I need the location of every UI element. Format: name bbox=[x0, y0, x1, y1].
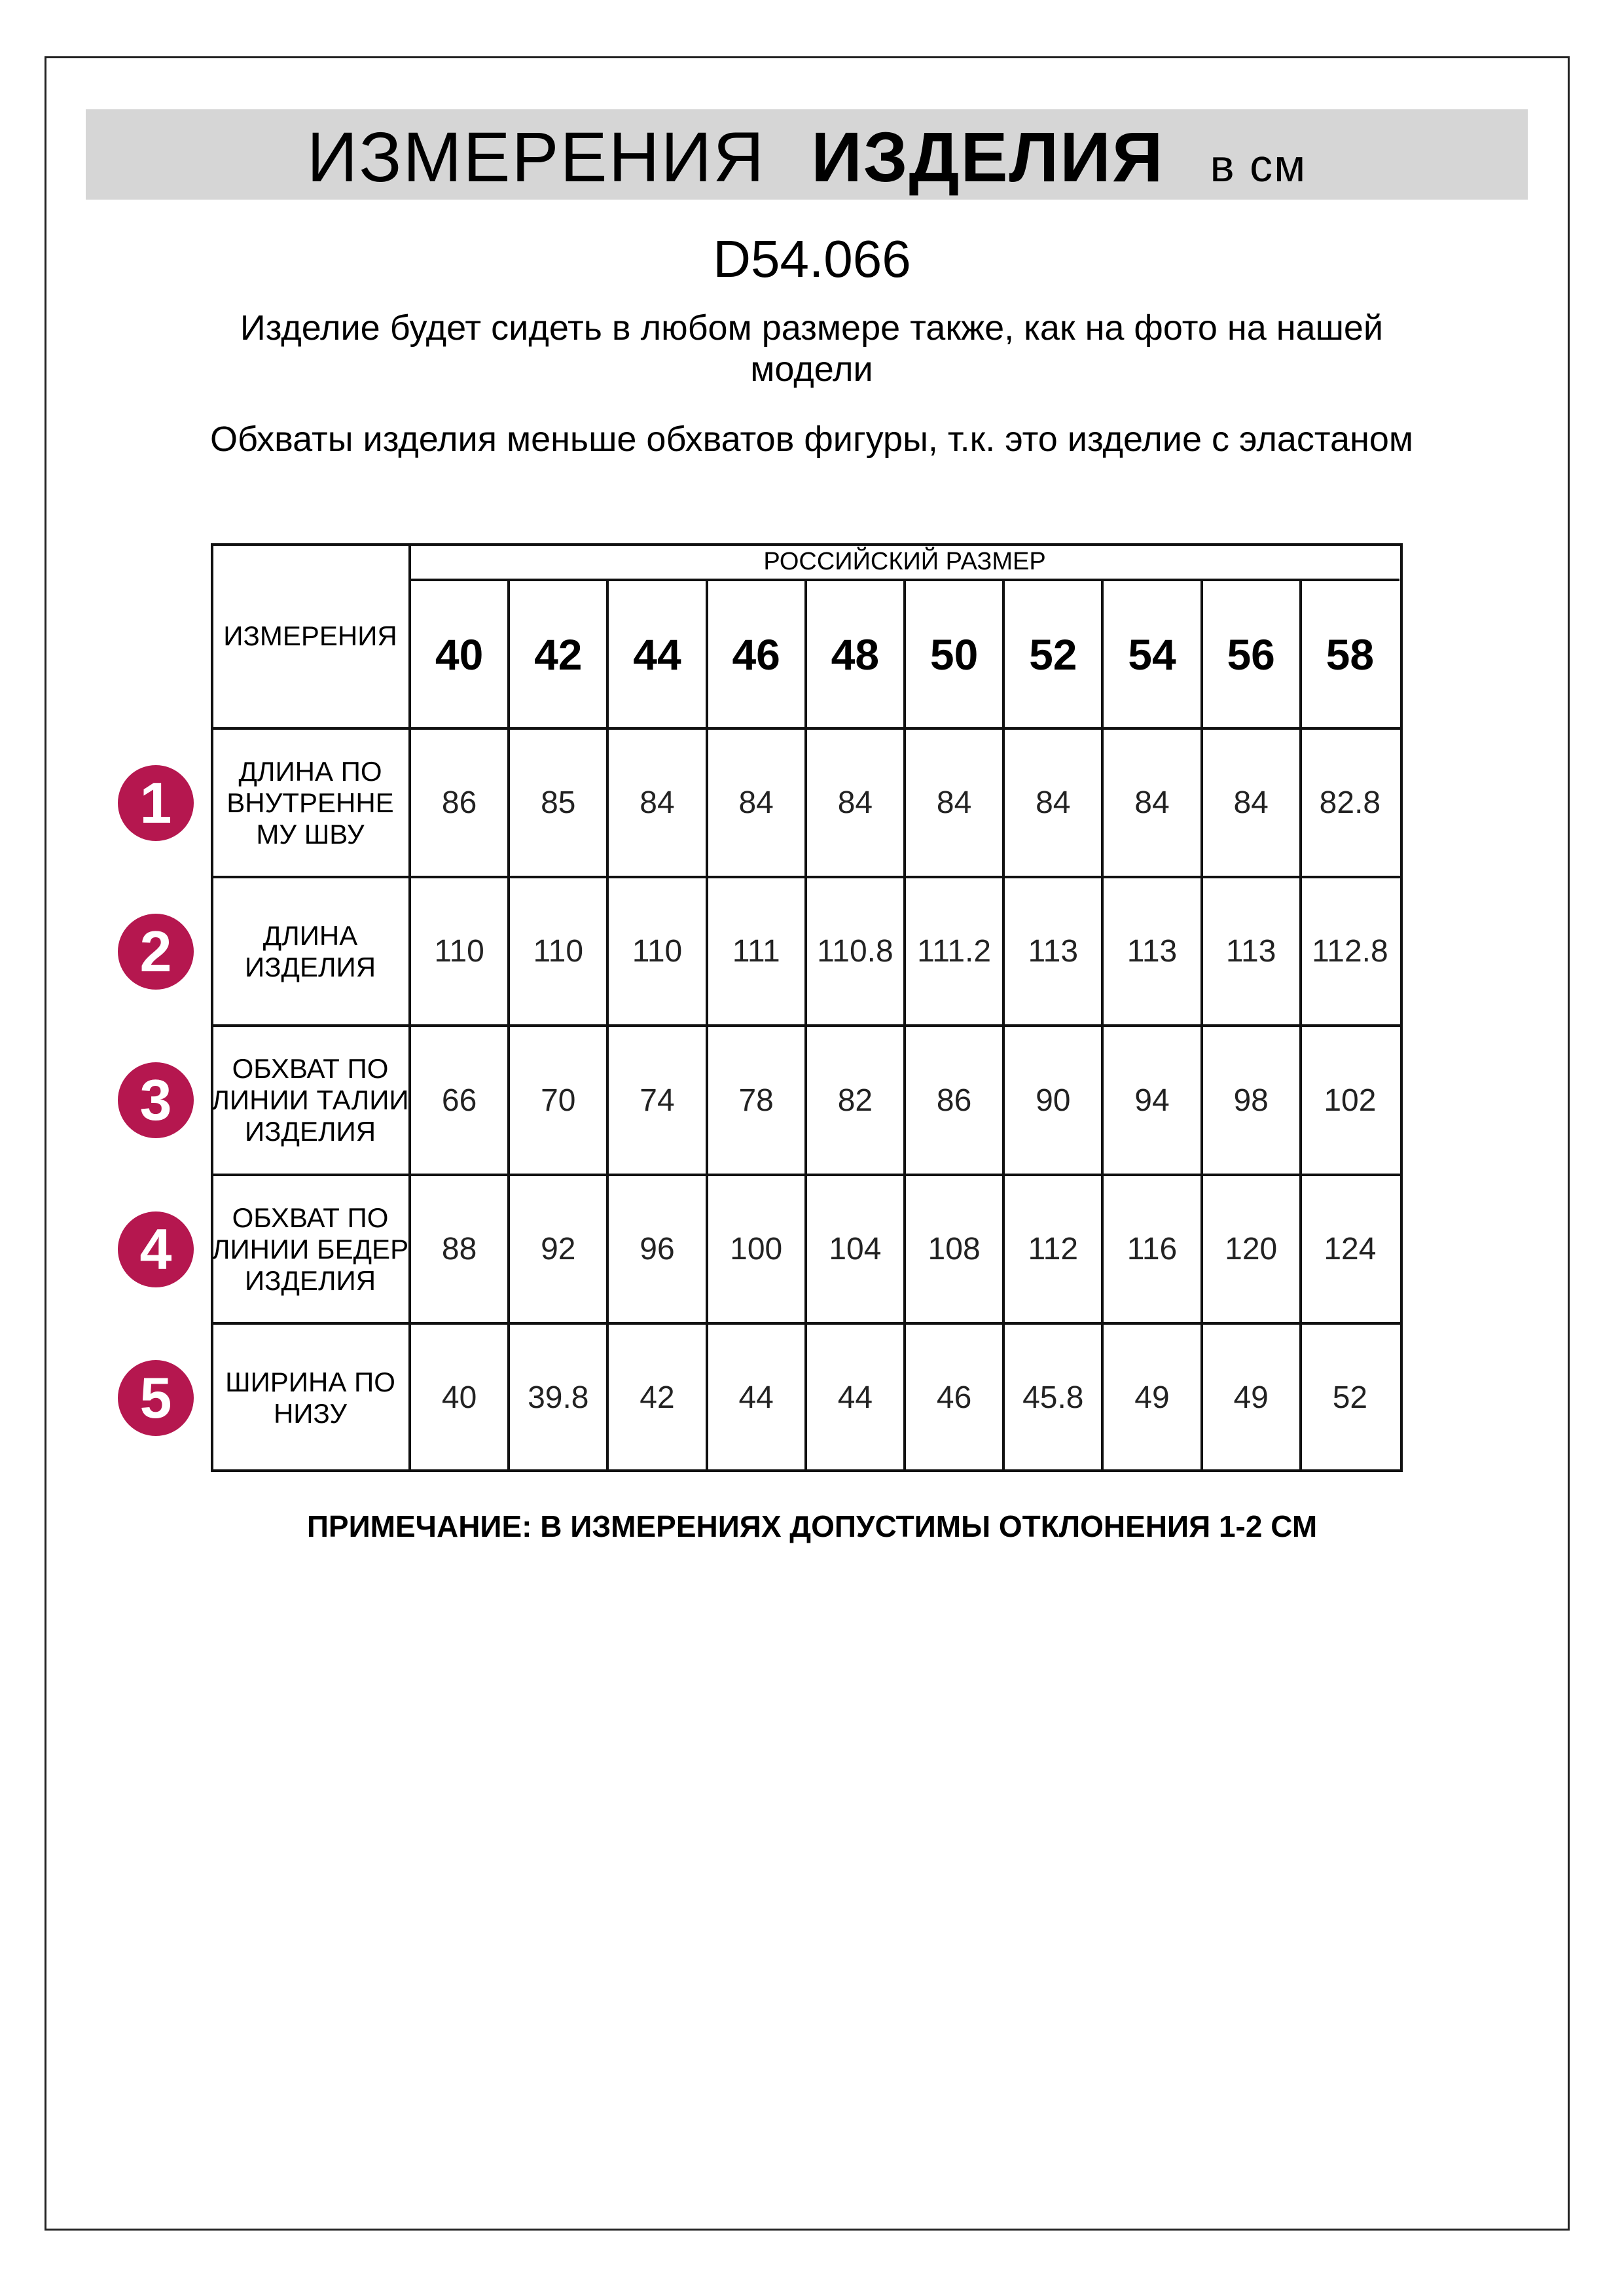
measurement-value: 40 bbox=[441, 1380, 477, 1415]
table-gridline bbox=[410, 579, 1399, 581]
size-header: 50 bbox=[929, 630, 979, 679]
measurement-value: 110 bbox=[632, 934, 683, 969]
measurement-label: ШИРИНА ПО НИЗУ bbox=[225, 1366, 395, 1429]
measurement-value: 46 bbox=[936, 1380, 972, 1415]
measurement-value: 113 bbox=[1028, 934, 1079, 969]
measurement-number-badge: 1 bbox=[118, 764, 194, 841]
elastane-note: Обхваты изделия меньше обхватов фигуры, … bbox=[209, 420, 1414, 459]
measurement-value: 120 bbox=[1225, 1232, 1278, 1266]
page-title: ИЗМЕРЕНИЯ ИЗДЕЛИЯ в см bbox=[86, 121, 1528, 202]
measurement-value: 113 bbox=[1127, 934, 1178, 969]
measurement-value: 92 bbox=[541, 1232, 576, 1266]
measurement-label: ОБХВАТ ПО ЛИНИИ БЕДЕР ИЗДЕЛИЯ bbox=[211, 1202, 409, 1296]
measurement-value: 45.8 bbox=[1022, 1380, 1084, 1415]
measurement-value: 85 bbox=[541, 785, 576, 820]
measurement-value: 39.8 bbox=[528, 1380, 589, 1415]
size-header: 48 bbox=[831, 630, 880, 679]
table-gridline bbox=[211, 727, 1403, 730]
measurement-value: 110 bbox=[533, 934, 584, 969]
table-gridline bbox=[211, 1174, 1403, 1176]
measurement-value: 86 bbox=[441, 785, 477, 820]
fit-note: Изделие будет сидеть в любом размере так… bbox=[240, 308, 1384, 389]
measurement-value: 84 bbox=[1134, 785, 1170, 820]
measurement-value: 111.2 bbox=[917, 934, 992, 969]
measurement-value: 49 bbox=[1233, 1380, 1269, 1415]
measurement-value: 102 bbox=[1324, 1083, 1377, 1118]
measurement-value: 78 bbox=[738, 1083, 774, 1118]
table-gridline bbox=[211, 876, 1403, 878]
measurement-value: 74 bbox=[640, 1083, 675, 1118]
measurement-label: ДЛИНА ПО ВНУТРЕННЕ МУ ШВУ bbox=[226, 755, 394, 850]
size-header: 40 bbox=[435, 630, 484, 679]
measurement-value: 98 bbox=[1233, 1083, 1269, 1118]
measurement-value: 116 bbox=[1127, 1232, 1178, 1266]
measurement-value: 84 bbox=[738, 785, 774, 820]
size-table: ИЗМЕРЕНИЯ РОССИЙСКИЙ РАЗМЕР 40 42 44 46 48 50 52… bbox=[211, 543, 1403, 1472]
measurement-value: 90 bbox=[1036, 1083, 1071, 1118]
measurement-value: 82.8 bbox=[1319, 785, 1381, 820]
measurement-value: 100 bbox=[730, 1232, 783, 1266]
table-gridline bbox=[211, 1024, 1403, 1027]
title-regular: ИЗМЕРЕНИЯ bbox=[306, 117, 766, 196]
measurement-value: 66 bbox=[441, 1083, 477, 1118]
measurement-number-badge: 2 bbox=[118, 913, 194, 990]
measurement-value: 96 bbox=[640, 1232, 675, 1266]
measurement-number-badge: 3 bbox=[118, 1062, 194, 1138]
measurement-value: 124 bbox=[1324, 1232, 1377, 1266]
measurement-value: 84 bbox=[1233, 785, 1269, 820]
title-unit: в см bbox=[1210, 140, 1307, 191]
size-header: 42 bbox=[534, 630, 583, 679]
size-header: 54 bbox=[1128, 630, 1176, 679]
measurement-value: 110.8 bbox=[817, 934, 893, 969]
measurement-number-badge: 4 bbox=[118, 1211, 194, 1287]
title-bold: ИЗДЕЛИЯ bbox=[811, 117, 1164, 196]
measurement-value: 84 bbox=[1036, 785, 1071, 820]
measurement-value: 44 bbox=[738, 1380, 774, 1415]
measurement-value: 108 bbox=[928, 1232, 981, 1266]
title-bar: ИЗМЕРЕНИЯ ИЗДЕЛИЯ в см bbox=[86, 109, 1528, 200]
page-frame bbox=[45, 56, 1570, 2231]
measurement-value: 104 bbox=[829, 1232, 882, 1266]
measurement-value: 112 bbox=[1028, 1232, 1079, 1266]
measurement-value: 70 bbox=[541, 1083, 576, 1118]
measurement-value: 42 bbox=[640, 1380, 675, 1415]
tolerance-note: ПРИМЕЧАНИЕ: В ИЗМЕРЕНИЯХ ДОПУСТИМЫ ОТКЛО… bbox=[306, 1509, 1318, 1543]
measurement-label: ОБХВАТ ПО ЛИНИИ ТАЛИИ ИЗДЕЛИЯ bbox=[211, 1053, 409, 1147]
measurement-value: 112.8 bbox=[1312, 934, 1388, 969]
table-gridline bbox=[408, 543, 411, 1472]
size-header: 58 bbox=[1326, 630, 1375, 679]
size-header: 46 bbox=[732, 630, 780, 679]
product-code: D54.066 bbox=[713, 230, 911, 288]
corner-header: ИЗМЕРЕНИЯ bbox=[223, 620, 397, 651]
size-header: 52 bbox=[1029, 630, 1077, 679]
measurement-value: 88 bbox=[441, 1232, 477, 1266]
measurement-value: 49 bbox=[1134, 1380, 1170, 1415]
measurement-value: 94 bbox=[1134, 1083, 1170, 1118]
measurement-value: 86 bbox=[936, 1083, 972, 1118]
measurement-value: 84 bbox=[936, 785, 972, 820]
measurement-value: 113 bbox=[1225, 934, 1276, 969]
measurement-value: 82 bbox=[837, 1083, 873, 1118]
size-header: 56 bbox=[1227, 630, 1275, 679]
measurement-value: 84 bbox=[640, 785, 675, 820]
measurement-value: 44 bbox=[837, 1380, 873, 1415]
measurement-number-badge: 5 bbox=[118, 1359, 194, 1436]
measurement-value: 111 bbox=[732, 934, 780, 969]
measurement-value: 110 bbox=[434, 934, 484, 969]
size-group-header: РОССИЙСКИЙ РАЗМЕР bbox=[763, 547, 1046, 575]
measurement-value: 52 bbox=[1332, 1380, 1368, 1415]
table-gridline bbox=[211, 1322, 1403, 1325]
measurement-value: 84 bbox=[837, 785, 873, 820]
size-header: 44 bbox=[633, 630, 681, 679]
measurement-label: ДЛИНА ИЗДЕЛИЯ bbox=[244, 920, 376, 982]
